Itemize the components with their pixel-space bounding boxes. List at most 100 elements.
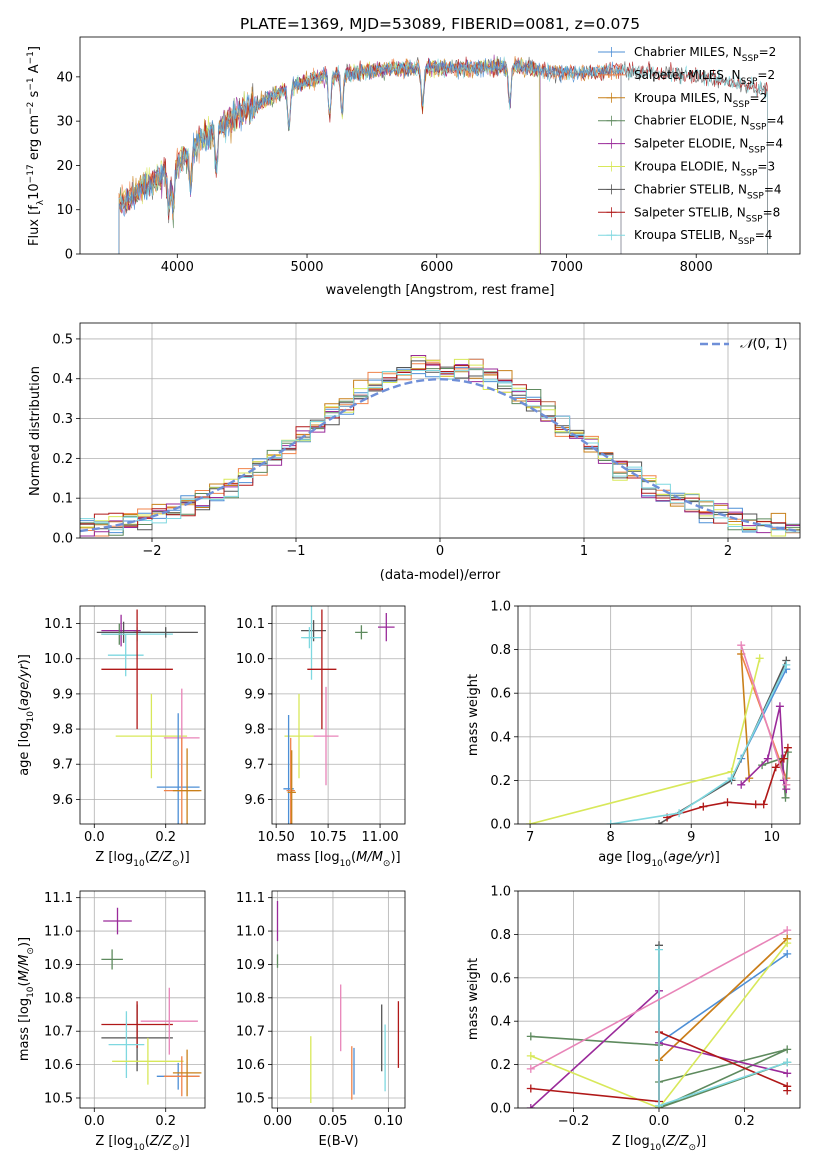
legend-label: Kroupa ELODIE, NSSP=3: [634, 160, 775, 179]
legend-marker: [606, 92, 617, 103]
weight-marker: [745, 774, 754, 783]
gridlines: [80, 606, 205, 824]
legend-marker: [606, 161, 617, 172]
x-axis-label: wavelength [Angstrom, rest frame]: [326, 283, 555, 298]
y-tick-label: 0.1: [52, 492, 73, 507]
weight-line: [610, 664, 788, 824]
legend-label: Chabrier MILES, NSSP=2: [634, 45, 776, 64]
errorbar-point: [378, 613, 395, 642]
weight-line: [529, 658, 761, 824]
panel-mass-vs-ebv: 0.00 0.05 0.10 10.5 10.6 10.7 10.8 10.9 11.0 11.1…: [236, 890, 406, 1149]
errorbar-point: [107, 634, 144, 677]
legend-label: Kroupa STELIB, NSSP=4: [634, 228, 772, 247]
ticks: 0.0 0.2 9.6 9.7 9.8 9.9 10.0 10.1: [44, 617, 176, 845]
y-tick-label: 0.4: [490, 1015, 511, 1030]
weight-line: [530, 929, 788, 1070]
ticks: 10.50 10.75 11.00 9.6 9.7 9.8 9.9 10.0 10.1: [236, 617, 399, 845]
plot-area: [276, 901, 400, 1103]
x-axis-label: age [log10(age/yr)]: [598, 850, 720, 869]
y-tick-label: 10.0: [44, 652, 73, 667]
ticks: 0.00 0.05 0.10 10.5 10.6 10.7 10.8 10.9 11.0 11.1: [236, 891, 403, 1129]
weight-marker: [783, 1058, 792, 1067]
panel-weight-vs-age: 7 8 9 10 0.0 0.2 0.4 0.6 0.8 1.0 age [log10(age/yr…: [466, 600, 801, 869]
weight-line: [658, 938, 788, 1061]
errorbar-point: [355, 625, 368, 640]
weight-marker: [526, 1084, 535, 1093]
legend-label: Salpeter ELODIE, NSSP=4: [634, 137, 783, 156]
y-tick-label: 1.0: [490, 885, 511, 900]
errorbar-point: [303, 627, 316, 649]
y-tick-label: 10.6: [236, 1058, 265, 1073]
y-tick-label: 0.3: [52, 412, 73, 427]
errorbar-point: [101, 614, 141, 647]
y-tick-label: 0.0: [490, 818, 511, 833]
x-tick-label: 1: [580, 544, 588, 559]
y-tick-label: 11.1: [236, 891, 265, 906]
ticks: −2 −1 0 1 2 0.0 0.1 0.2 0.3 0.4 0.5: [52, 332, 732, 559]
y-tick-label: 0.5: [52, 332, 73, 347]
weight-marker: [783, 926, 792, 935]
x-tick-label: 10.75: [310, 830, 347, 845]
ticks: −0.2 0.0 0.2 0.0 0.2 0.4 0.6 0.8 1.0: [490, 885, 754, 1130]
weight-marker: [763, 754, 772, 763]
weight-marker: [606, 820, 615, 824]
plot-area: [118, 54, 768, 254]
y-tick-label: 0.6: [490, 687, 511, 702]
y-tick-label: 9.7: [244, 758, 265, 773]
weight-marker: [526, 820, 535, 824]
errorbar-point: [112, 1037, 184, 1085]
errorbar-point: [307, 609, 337, 730]
x-tick-label: −1: [286, 544, 305, 559]
weight-marker: [783, 1045, 792, 1054]
weight-marker: [737, 641, 746, 650]
weight-marker: [783, 939, 792, 948]
axes-frame: [79, 605, 206, 825]
normal-reference-curve: [80, 377, 800, 533]
weight-marker: [699, 802, 708, 811]
panel-residuals: −2 −1 0 1 2 0.0 0.1 0.2 0.3 0.4 0.5 (data-model)/er…: [28, 322, 801, 583]
y-tick-label: 9.6: [244, 793, 265, 808]
y-tick-label: 40: [56, 70, 73, 85]
x-tick-label: 10.50: [258, 830, 295, 845]
y-axis-label: mass weight: [466, 958, 481, 1040]
gridlines: [272, 606, 405, 824]
spectrum-line: [118, 56, 768, 254]
x-tick-label: 6000: [420, 260, 453, 275]
x-tick-label: 0.2: [155, 1114, 176, 1129]
legend-label: Salpeter MILES, NSSP=2: [634, 68, 775, 87]
errorbar-point: [287, 750, 296, 824]
weight-marker: [655, 1101, 663, 1108]
y-tick-label: 10.8: [236, 991, 265, 1006]
y-tick-label: 0: [65, 248, 73, 263]
ticks: 4000 5000 6000 7000 8000 0 10 20 30 40: [56, 70, 712, 275]
x-axis-label: E(B-V): [318, 1134, 358, 1149]
x-axis-label: Z [log10(Z/Z⊙)]: [95, 850, 189, 869]
errorbar-point: [101, 949, 123, 970]
weight-line: [530, 1035, 788, 1108]
y-axis-label: age [log10(age/yr)]: [17, 654, 36, 776]
y-tick-label: 0.6: [490, 971, 511, 986]
y-axis-label: Normed distribution: [28, 366, 43, 496]
spectrum-line: [118, 57, 622, 254]
errorbar-point: [103, 907, 132, 935]
gridlines: [80, 323, 800, 539]
weight-marker: [737, 780, 746, 789]
y-tick-label: 10.9: [236, 958, 265, 973]
y-tick-label: 11.1: [44, 891, 73, 906]
panel-age-vs-Z: 0.0 0.2 9.6 9.7 9.8 9.9 10.0 10.1 Z [log10(Z/Z⊙)…: [17, 605, 206, 869]
weight-marker: [779, 754, 788, 763]
y-tick-label: 10.8: [44, 991, 73, 1006]
x-tick-label: 11.00: [361, 830, 398, 845]
legend: 𝒩(0, 1): [700, 337, 787, 352]
weight-marker: [783, 1069, 792, 1078]
axes-frame: [517, 890, 801, 1109]
errorbar-point: [313, 686, 339, 786]
errorbar-point: [172, 1049, 202, 1097]
axes-frame: [79, 322, 801, 539]
y-tick-label: 10.5: [44, 1091, 73, 1106]
weight-marker: [526, 1051, 535, 1060]
weight-marker: [759, 800, 768, 809]
weight-marker: [782, 780, 791, 789]
errorbar-point: [163, 1056, 200, 1097]
